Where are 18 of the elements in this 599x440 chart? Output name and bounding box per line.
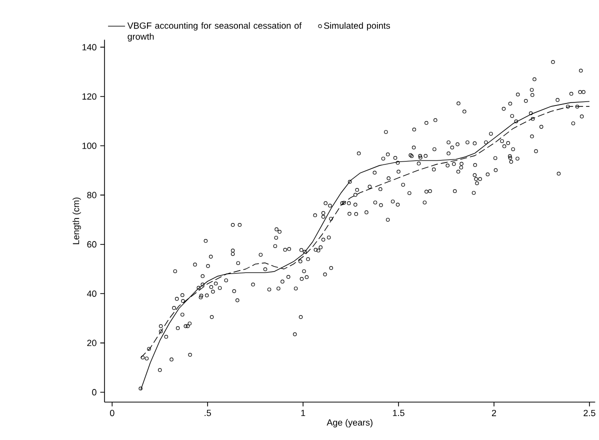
y-tick-label: 80 [87,192,96,198]
x-tick-label: .5 [204,410,211,416]
y-tick-label: 120 [82,93,96,100]
x-tick-label: 2 [492,410,496,416]
y-axis-title: Length (cm) [72,198,81,244]
x-tick-label: 0 [110,410,114,416]
x-tick-label: 1 [301,410,306,416]
x-tick-label: 1.5 [392,410,404,416]
y-tick-label: 60 [87,241,96,248]
y-tick-label: 140 [82,44,96,50]
y-tick-label: 20 [87,340,96,346]
y-tick-label: 40 [86,290,96,297]
y-tick-label: 0 [92,389,96,396]
legend-label: VBGF accounting for seasonal cessation of growth [127,22,302,42]
x-axis-title: Age (years) [326,419,372,428]
y-tick-label: 100 [82,142,96,150]
x-tick-label: 2.5 [584,410,596,416]
legend-label: Simulated points [324,22,390,31]
